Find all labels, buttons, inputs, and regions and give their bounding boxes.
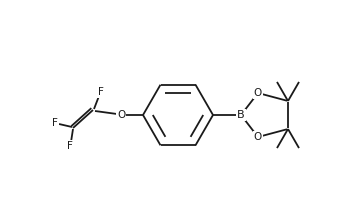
Text: F: F [52, 118, 58, 128]
Text: F: F [98, 87, 104, 97]
Text: O: O [254, 132, 262, 142]
Text: F: F [67, 141, 73, 151]
Text: B: B [237, 110, 245, 120]
Text: O: O [117, 110, 125, 120]
Text: O: O [254, 88, 262, 98]
